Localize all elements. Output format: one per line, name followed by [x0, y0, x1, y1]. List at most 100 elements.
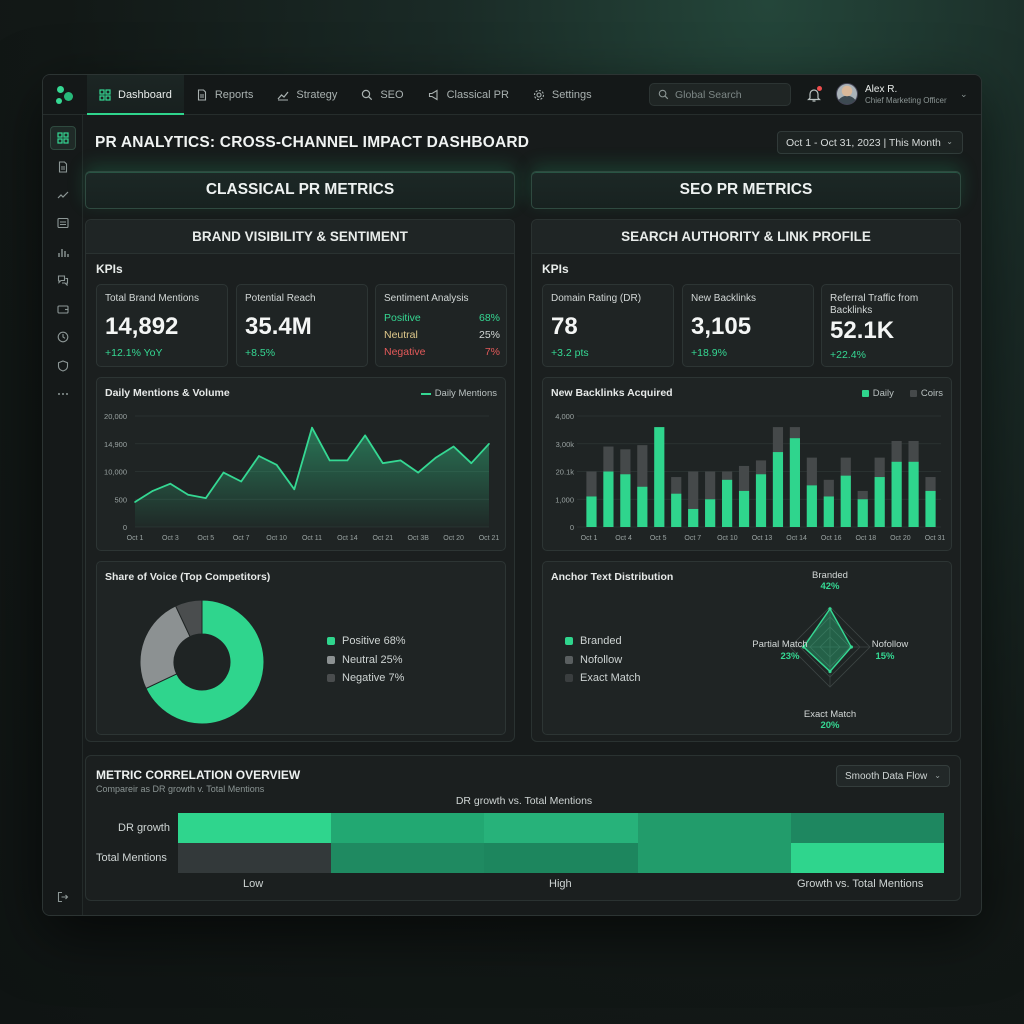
seo-section-header: SEO PR METRICS	[531, 171, 961, 209]
legend-label: Positive 68%	[342, 635, 406, 648]
data-point	[222, 471, 225, 474]
legend-item: Exact Match	[565, 669, 641, 688]
nav-classical-pr[interactable]: Classical PR	[416, 75, 521, 115]
correlation-title: METRIC CORRELATION OVERVIEW	[96, 768, 301, 782]
x-tick-label: Oct 10	[266, 535, 287, 542]
bar-daily	[654, 427, 665, 527]
data-point	[169, 482, 172, 485]
y-tick-label: 20,000	[104, 412, 127, 421]
new-backlinks-chart: New Backlinks Acquired Daily Coirs 4,000…	[542, 377, 952, 551]
x-tick-label: Oct 13	[752, 535, 773, 542]
smooth-data-flow-dropdown[interactable]: Smooth Data Flow ⌄	[836, 765, 950, 787]
radar-point	[828, 669, 832, 674]
data-point	[293, 488, 296, 491]
sidebar-list-icon[interactable]	[50, 211, 76, 235]
data-point	[134, 501, 136, 503]
dropdown-label: Smooth Data Flow	[845, 770, 928, 782]
data-point	[275, 464, 278, 466]
bar-daily	[688, 508, 699, 527]
kpi-delta: +8.5%	[245, 347, 276, 359]
y-tick-label: 1,000	[555, 495, 574, 504]
bar-daily	[840, 475, 851, 527]
kpi-value: 52.1K	[830, 317, 895, 344]
sidebar-trend-icon[interactable]	[50, 183, 76, 207]
nav-strategy-label: Strategy	[296, 88, 338, 101]
grid-icon	[99, 88, 111, 101]
heatmap-cell	[637, 843, 792, 873]
dashboard-window: Dashboard Reports Strategy SEO Classical…	[42, 74, 982, 916]
x-tick-label: Oct 20	[890, 535, 911, 542]
page-title: PR ANALYTICS: CROSS-CHANNEL IMPACT DASHB…	[95, 134, 530, 151]
kpi-delta: +3.2 pts	[551, 347, 589, 359]
radar-axis-value: 15%	[875, 651, 895, 662]
global-search[interactable]	[649, 83, 791, 106]
kpi-potential-reach: Potential Reach 35.4M +8.5%	[236, 284, 368, 367]
bar-daily	[586, 496, 597, 527]
heatmap-cell	[637, 813, 792, 843]
sentiment-label: Positive	[384, 312, 421, 324]
sentiment-label: Negative	[384, 346, 426, 358]
data-point	[258, 455, 260, 457]
sidebar-clock-icon[interactable]	[50, 325, 76, 349]
data-point	[187, 494, 189, 496]
chevron-down-icon: ⌄	[934, 771, 941, 780]
y-tick-label: 20.1k	[556, 468, 575, 477]
nav-seo[interactable]: SEO	[349, 75, 415, 115]
heatmap-cell	[178, 843, 332, 873]
kpi-title: Sentiment Analysis	[384, 293, 469, 304]
legend-line-swatch	[420, 392, 431, 395]
heatmap-cell	[178, 813, 332, 843]
nav-dashboard[interactable]: Dashboard	[87, 75, 184, 115]
panel-title: BRAND VISIBILITY & SENTIMENT	[86, 220, 514, 254]
radar-point	[828, 607, 832, 611]
kpis-label: KPIs	[96, 262, 123, 276]
kpi-title: Referral Traffic from Backlinks	[830, 293, 919, 316]
kpi-value: 78	[551, 313, 578, 340]
sidebar-more-icon[interactable]	[50, 382, 76, 406]
donut-slice	[139, 605, 191, 690]
data-point	[205, 497, 207, 499]
sidebar-chat-icon[interactable]	[50, 268, 76, 292]
chevron-down-icon[interactable]: ⌄	[960, 89, 968, 99]
sidebar-shield-icon[interactable]	[50, 354, 76, 378]
sidebar-bar-chart-icon[interactable]	[50, 240, 76, 264]
kpi-referral-traffic: Referral Traffic from Backlinks 52.1K +2…	[821, 284, 953, 367]
legend-label: Coirs	[920, 388, 943, 399]
main-nav: Dashboard Reports Strategy SEO Classical…	[87, 75, 604, 115]
nav-strategy[interactable]: Strategy	[265, 75, 349, 115]
sidebar-wallet-icon[interactable]	[50, 297, 76, 321]
nav-reports[interactable]: Reports	[184, 75, 266, 115]
kpi-value: 14,892	[105, 313, 179, 340]
data-point	[240, 480, 242, 483]
bar-daily	[857, 499, 868, 527]
nav-reports-label: Reports	[214, 88, 254, 101]
sentiment-value: 68%	[478, 312, 500, 324]
bar-daily	[772, 452, 784, 527]
bar-daily	[823, 496, 834, 527]
bar-daily	[603, 471, 614, 527]
chart-title: Daily Mentions & Volume	[105, 387, 230, 399]
top-bar: Dashboard Reports Strategy SEO Classical…	[43, 75, 981, 115]
sidebar-logout-icon[interactable]	[50, 885, 76, 909]
date-range-button[interactable]: Oct 1 - Oct 31, 2023 | This Month ⌄	[777, 131, 963, 154]
chart-legend: Daily Mentions	[420, 388, 497, 399]
radar-axis-label: Exact Match	[804, 709, 856, 720]
brand-visibility-panel: BRAND VISIBILITY & SENTIMENT KPIs Total …	[85, 219, 515, 742]
nav-settings[interactable]: Settings	[521, 75, 604, 115]
sidebar-document-icon[interactable]	[50, 155, 76, 179]
kpi-title: New Backlinks	[691, 293, 757, 304]
search-input[interactable]	[675, 88, 785, 101]
x-tick-label: Oct 4	[615, 535, 632, 542]
gear-icon	[533, 89, 544, 100]
search-icon	[362, 89, 373, 100]
x-tick-label: Oct 20	[443, 535, 464, 542]
sidebar-dashboard-grid-icon[interactable]	[50, 126, 76, 150]
bar-daily	[738, 490, 750, 527]
sentiment-value: 7%	[484, 346, 500, 358]
radar-axis-label: Nofollow	[872, 639, 909, 650]
legend-item: Branded	[565, 632, 641, 651]
data-point	[399, 459, 402, 462]
avatar[interactable]	[836, 83, 858, 105]
app-logo[interactable]	[43, 75, 87, 115]
notifications-bell-icon[interactable]	[807, 86, 822, 103]
